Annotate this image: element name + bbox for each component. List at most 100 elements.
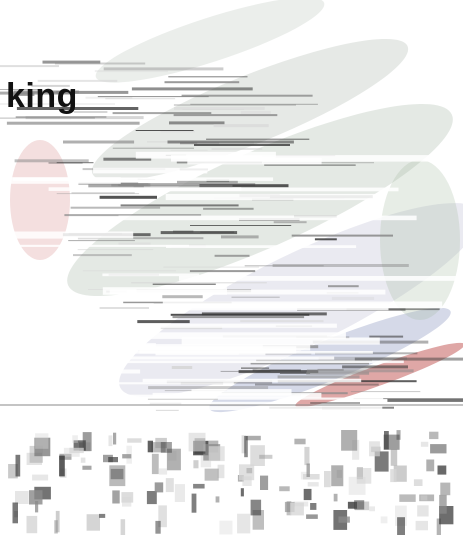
- glitch-stripe: [306, 369, 414, 373]
- glitch-block: [242, 476, 252, 486]
- glitch-block: [397, 517, 405, 535]
- glitch-block: [55, 510, 60, 533]
- glitch-block: [15, 491, 29, 504]
- glitch-block: [390, 469, 397, 483]
- glitch-tear: [12, 177, 274, 181]
- glitch-stripe: [170, 313, 310, 316]
- glitch-stripe: [168, 76, 248, 78]
- glitch-block: [54, 520, 58, 534]
- glitch-tear: [166, 245, 357, 248]
- glitch-block: [396, 430, 401, 440]
- glitch-stripe: [221, 235, 259, 239]
- glitch-stripe: [346, 308, 440, 311]
- swoosh-shape: [91, 38, 409, 182]
- glitch-block: [440, 482, 451, 496]
- glitch-block: [250, 445, 265, 466]
- glitch-stripe: [94, 70, 168, 73]
- glitch-stripe: [13, 90, 79, 94]
- glitch-stripe: [42, 60, 101, 64]
- glitch-block: [120, 519, 126, 535]
- glitch-tear: [102, 273, 200, 277]
- glitch-block: [112, 490, 120, 504]
- glitch-stripe: [163, 266, 259, 268]
- glitch-stripe: [64, 214, 202, 217]
- glitch-stripe: [15, 116, 107, 118]
- glitch-block: [284, 501, 295, 513]
- glitch-tear: [54, 356, 335, 360]
- glitch-block: [413, 479, 423, 486]
- glitch-block: [108, 435, 113, 447]
- swoosh-shape: [380, 160, 460, 320]
- glitch-tear: [142, 378, 362, 383]
- glitch-block: [217, 464, 225, 479]
- glitch-block: [420, 441, 429, 447]
- glitch-block: [72, 435, 78, 443]
- glitch-stripe: [350, 391, 421, 393]
- abstract-swoosh-artwork: [0, 0, 463, 413]
- glitch-stripe: [131, 282, 267, 284]
- glitch-block: [82, 432, 92, 452]
- glitch-stripe: [77, 249, 154, 251]
- glitch-block: [219, 520, 233, 535]
- glitch-block: [188, 432, 206, 452]
- glitch-stripe: [272, 264, 409, 267]
- glitch-block: [35, 433, 49, 449]
- glitch-block: [304, 446, 310, 466]
- glitch-block: [15, 454, 21, 477]
- glitch-stripe: [354, 357, 463, 361]
- glitch-tear: [102, 287, 227, 295]
- glitch-stripe: [238, 353, 312, 355]
- glitch-block: [29, 445, 43, 463]
- glitch-tear: [116, 397, 384, 400]
- glitch-stripe: [231, 296, 280, 298]
- glitch-stripe: [31, 84, 70, 87]
- glitch-stripe: [14, 159, 89, 163]
- glitch-tear: [43, 343, 156, 349]
- glitch-tear: [12, 231, 134, 239]
- glitch-stripe: [170, 149, 208, 151]
- glitch-stripe: [133, 184, 233, 188]
- glitch-block: [259, 454, 273, 459]
- glitch-stripe: [56, 90, 129, 94]
- glitch-blocks: [8, 430, 454, 535]
- glitch-tear: [30, 394, 176, 398]
- glitch-block: [384, 431, 389, 450]
- glitch-block: [399, 494, 416, 502]
- glitch-stripe: [117, 183, 256, 187]
- glitch-block: [121, 492, 134, 503]
- glitch-block: [306, 463, 310, 477]
- glitch-stripe: [172, 316, 305, 319]
- page-heading: king: [6, 77, 78, 115]
- glitch-stripe: [112, 147, 194, 149]
- glitch-tear: [52, 344, 311, 351]
- glitch-stripe: [148, 386, 269, 390]
- glitch-stripe: [291, 234, 393, 237]
- glitch-block: [395, 505, 407, 526]
- glitch-stripe: [0, 117, 95, 119]
- glitch-stripe: [56, 193, 140, 195]
- glitch-stripe: [250, 362, 369, 365]
- glitch-block: [99, 513, 106, 518]
- glitch-stripe: [85, 96, 133, 99]
- glitch-block: [29, 490, 43, 505]
- glitch-stripe: [240, 111, 271, 114]
- glitch-stripe: [182, 108, 245, 110]
- glitch-block: [237, 513, 251, 534]
- glitch-block: [290, 502, 304, 516]
- glitch-stripe: [244, 265, 324, 267]
- glitch-stripe: [306, 371, 370, 375]
- glitch-block: [244, 436, 248, 458]
- glitch-block: [155, 520, 161, 534]
- glitch-block: [241, 435, 246, 454]
- glitch-block: [430, 444, 447, 454]
- glitch-stripe: [56, 162, 94, 164]
- glitch-stripe: [189, 270, 256, 273]
- glitch-block: [146, 491, 157, 505]
- glitch-stripe: [203, 207, 254, 210]
- glitch-stripe: [240, 320, 324, 323]
- glitch-stripe: [160, 231, 238, 235]
- glitch-stripe: [214, 254, 250, 257]
- glitch-stripe: [152, 283, 216, 285]
- glitch-stripe: [71, 192, 135, 194]
- glitch-stripe: [241, 367, 270, 369]
